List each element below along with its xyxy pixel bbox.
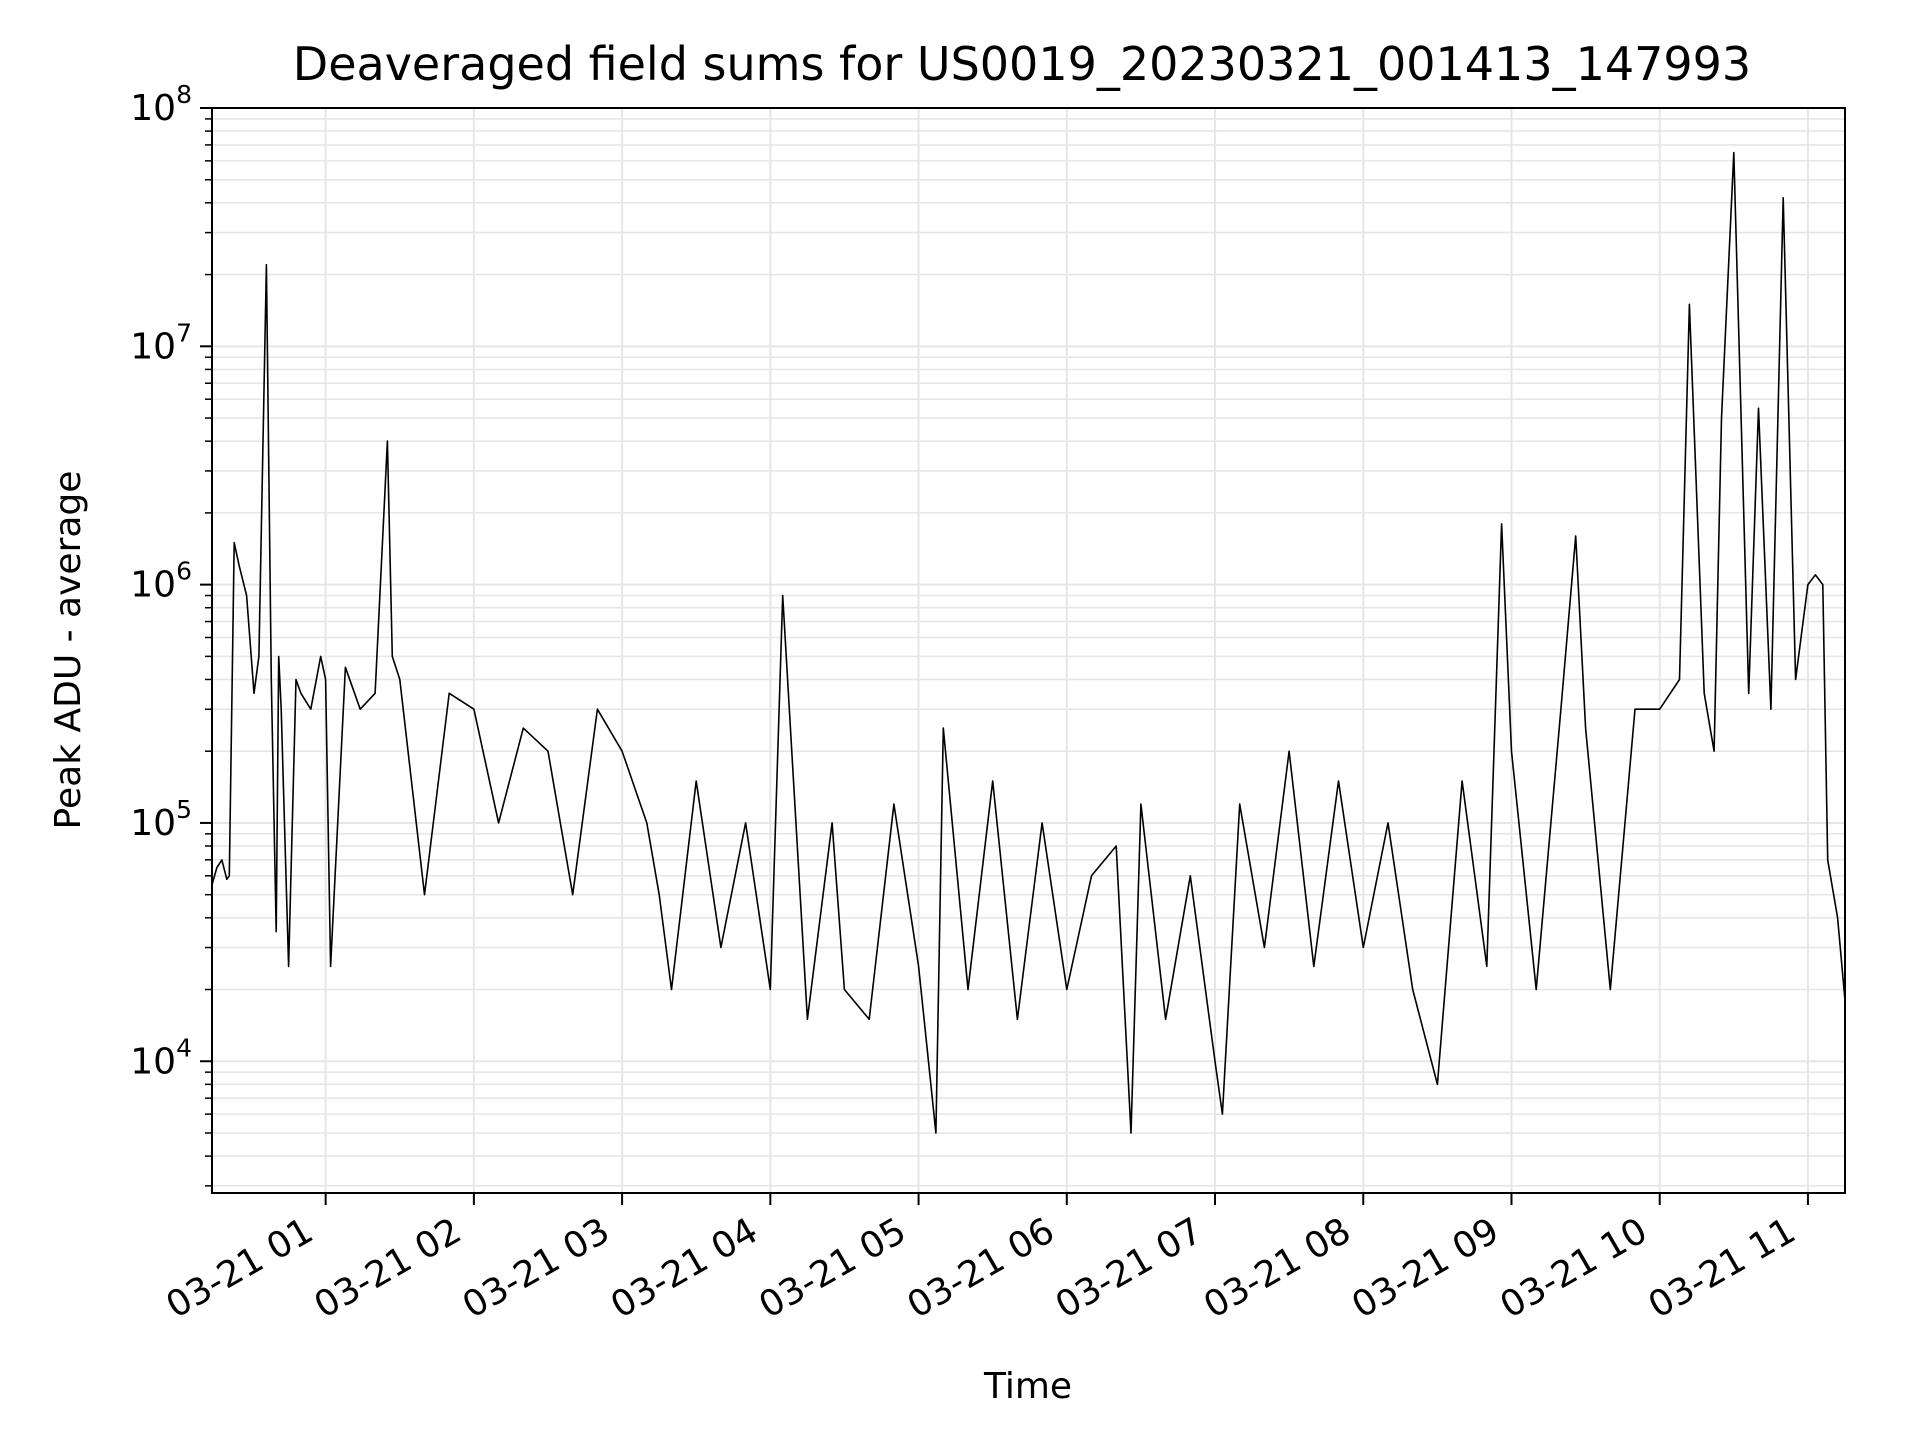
x-tick-label: 03-21 06 xyxy=(901,1210,1062,1326)
x-tick-label: 03-21 02 xyxy=(308,1210,469,1326)
y-tick-label: 106 xyxy=(130,557,192,606)
y-tick-label: 105 xyxy=(130,795,192,844)
y-axis: 104 105 106 107 108 xyxy=(130,80,212,1187)
chart-title: Deaveraged field sums for US0019_2023032… xyxy=(293,37,1751,91)
x-tick-label: 03-21 04 xyxy=(604,1210,765,1326)
y-tick-label: 104 xyxy=(130,1033,192,1082)
x-axis-label: Time xyxy=(983,1366,1072,1407)
series-line xyxy=(211,151,1846,1134)
y-tick-label: 108 xyxy=(130,80,192,129)
y-tick-label: 107 xyxy=(130,318,192,367)
x-tick-label: 03-21 07 xyxy=(1049,1210,1210,1326)
x-tick-label: 03-21 10 xyxy=(1494,1210,1655,1326)
plot-frame xyxy=(211,107,1846,1194)
x-tick-label: 03-21 08 xyxy=(1197,1210,1358,1326)
grid xyxy=(212,107,1845,1193)
x-tick-label: 03-21 09 xyxy=(1345,1210,1506,1326)
y-axis-label: Peak ADU - average xyxy=(48,471,89,830)
x-tick-label: 03-21 01 xyxy=(159,1210,320,1326)
x-tick-label: 03-21 03 xyxy=(456,1210,617,1326)
x-tick-label: 03-21 05 xyxy=(752,1210,913,1326)
x-tick-label: 03-21 11 xyxy=(1642,1210,1803,1326)
